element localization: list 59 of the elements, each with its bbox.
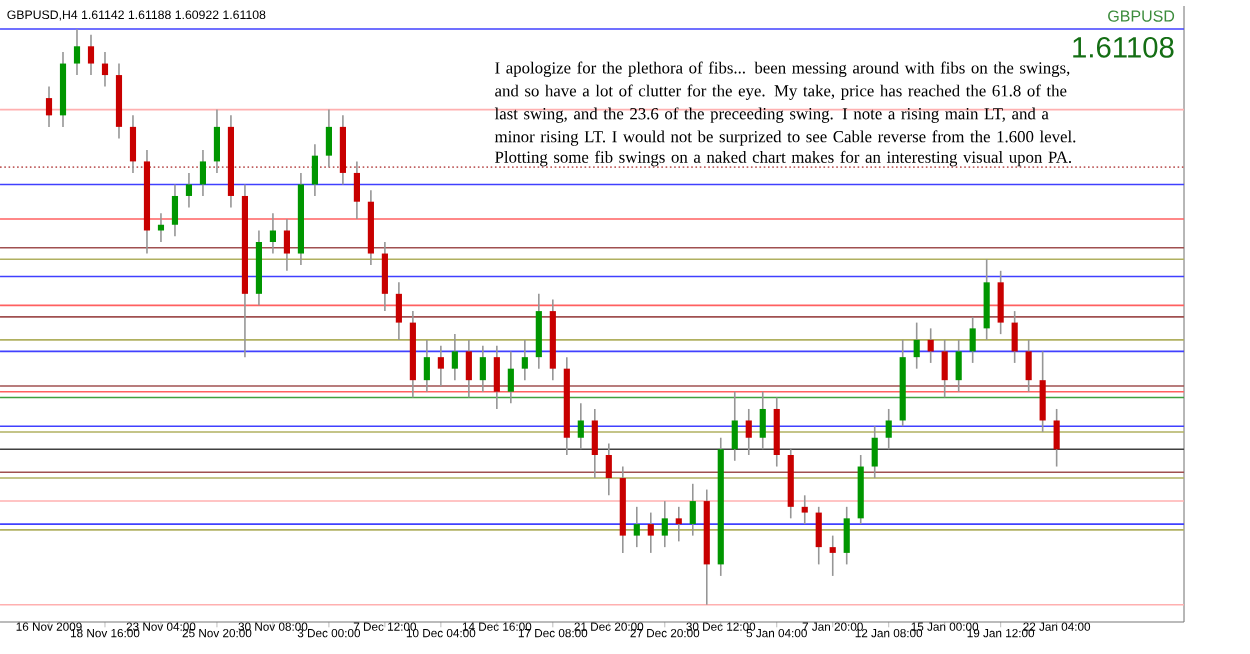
candlestick [325,108,332,168]
candlestick [689,483,696,537]
candlestick [647,511,654,554]
candlestick [353,160,360,220]
candlestick [521,339,528,381]
candlestick [1053,408,1060,468]
candlestick [213,108,221,174]
candlestick [633,506,640,548]
candlestick [395,281,402,341]
candlestick [381,241,388,312]
candlestick [577,402,584,451]
text: GBPUSD [1108,10,1175,22]
candlestick [605,442,612,497]
candlestick [955,339,962,393]
candlestick [661,500,668,548]
candlestick [45,85,53,128]
candlestick [913,321,920,370]
candlestick [73,28,81,76]
candlestick [941,339,948,399]
candlestick [87,33,95,76]
candlestick [185,172,193,209]
candlestick [969,316,976,364]
candlestick [269,212,276,255]
candlestick [675,506,682,543]
candlestick [1025,339,1032,393]
candlestick [871,425,878,479]
candlestick [493,344,500,410]
annotation: I apologize for the plethora of fibs... been messing around with fibs on the swings, and so have a lot of clutter for the eye. My take, price has reached the 61.8 of the last swing, and the 23.6 of the preceeding swing. I note a rising main LT, and a minor rising LT. I would not be surprized to see Cable reverse from the 1.600 level. [494,61,1076,146]
candlestick [283,218,290,272]
candlestick [815,506,822,566]
candlestick [773,396,780,468]
candlestick [731,390,738,462]
candlestick [535,293,542,370]
candlestick [451,333,458,381]
candlestick [591,408,598,479]
candlestick [1011,310,1018,364]
candlestick [829,534,836,577]
candlestick [983,258,990,341]
candlestick [465,339,472,399]
candlestick [101,51,109,88]
candlestick [507,350,514,405]
candlestick [199,149,207,197]
candlestick [423,339,430,393]
candlestick [171,183,179,238]
candlestick [437,344,444,387]
candlestick [843,506,850,566]
candlestick [997,270,1004,335]
annotation: Plotting some fib swings on a naked chart makes for an interesting visual upon PA. [495,150,1071,167]
candlestick [801,494,808,525]
candlestick [759,390,766,451]
candlestick [479,344,486,393]
candlestick [927,327,934,364]
candlestick [1039,350,1046,433]
candlestick [129,114,137,174]
candlestick [311,143,318,197]
candlestick [745,408,752,456]
candlestick [885,408,892,451]
candlestick [339,114,346,186]
text: 1.61108 [1073,36,1174,58]
